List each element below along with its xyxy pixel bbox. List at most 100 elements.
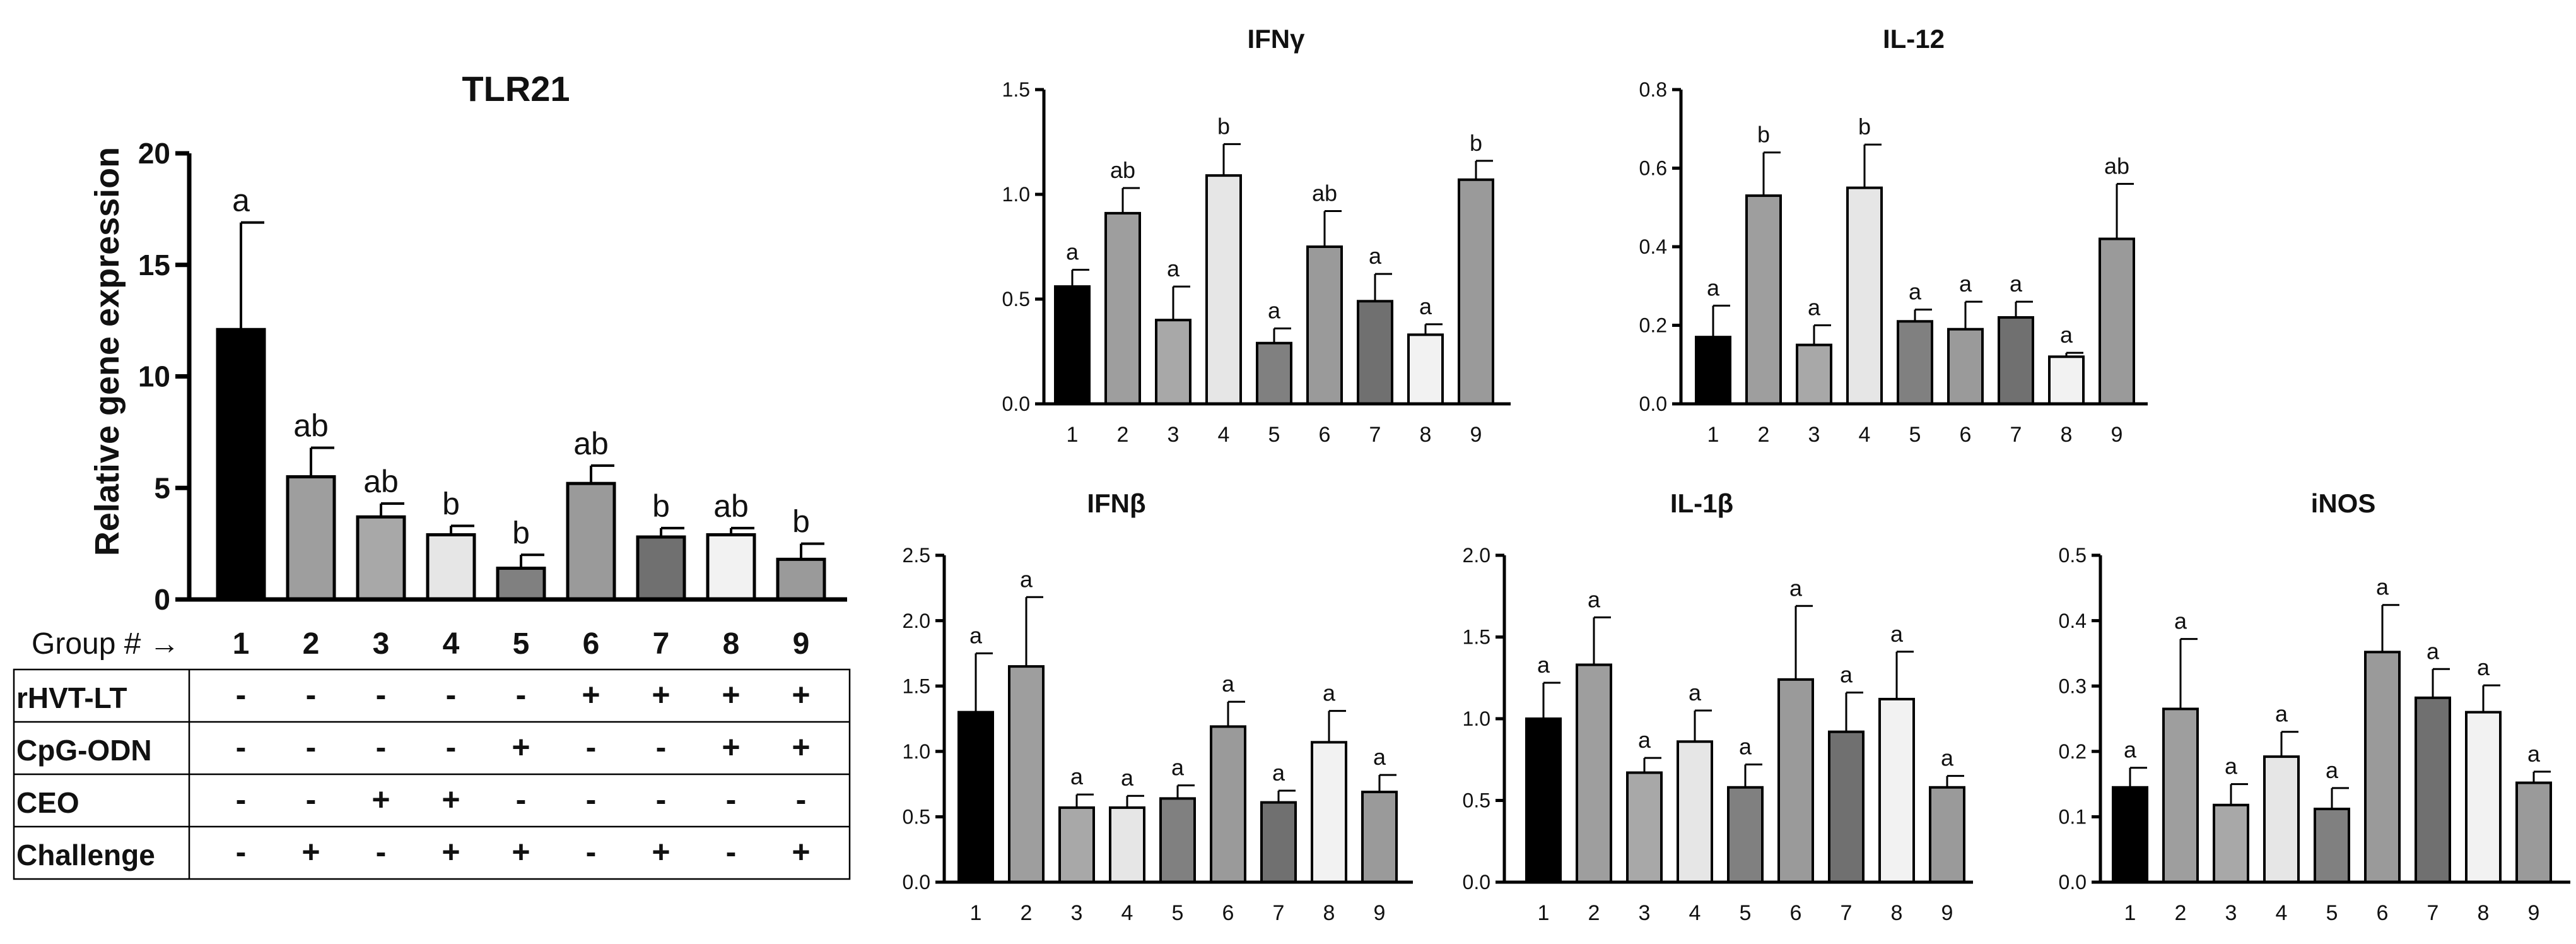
il12-bar-8 bbox=[2048, 355, 2085, 405]
ifng-bar-2 bbox=[1104, 211, 1141, 405]
il12-ytick-label: 0.2 bbox=[1639, 314, 1667, 337]
table-cell: + bbox=[442, 834, 460, 870]
ifng-bar-9 bbox=[1458, 178, 1494, 405]
table-cell: + bbox=[512, 729, 530, 765]
inos-significance-label: a bbox=[2326, 757, 2339, 783]
ifng-bar-8 bbox=[1407, 333, 1444, 405]
il12-ytick-label: 0.0 bbox=[1639, 392, 1667, 415]
tlr21-category-label: 5 bbox=[513, 627, 530, 661]
table-cells: - - - - - + + + + - - - - + - - + + - - + + - - - - - - + - + + - + - + bbox=[236, 677, 811, 870]
inos-significance-label: a bbox=[2275, 701, 2288, 727]
group-row: Group # → bbox=[32, 627, 180, 661]
il12-category-label: 3 bbox=[1808, 423, 1820, 447]
il12-bar-6 bbox=[1947, 327, 1984, 405]
table-cell: - bbox=[376, 834, 387, 870]
table-cell: - bbox=[306, 729, 317, 765]
ifnb-significance-label: a bbox=[1272, 760, 1285, 786]
tlr21-significance-label: ab bbox=[293, 408, 329, 444]
table-cell: + bbox=[582, 677, 600, 712]
table-cell: + bbox=[652, 677, 670, 712]
tlr21-bar-4 bbox=[426, 533, 476, 601]
inos-significance-label: a bbox=[2376, 574, 2389, 600]
inos-bar-2 bbox=[2162, 707, 2199, 883]
table-cell: - bbox=[796, 782, 807, 817]
ifng-ytick-label: 0.0 bbox=[1002, 392, 1030, 415]
ifnb-bar-3 bbox=[1058, 806, 1095, 883]
il12-significance-label: b bbox=[1858, 114, 1871, 139]
tlr21-bar-1 bbox=[216, 327, 266, 601]
il1b-significance-label: a bbox=[1890, 621, 1904, 647]
ifng-significance-label: a bbox=[1369, 243, 1382, 269]
ifng-significance-label: b bbox=[1470, 130, 1482, 156]
inos-category-label: 3 bbox=[2225, 901, 2237, 925]
panel-il12-yticks: 0.0 0.2 0.4 0.6 0.8 bbox=[1639, 78, 1681, 415]
table-cell: + bbox=[372, 782, 390, 817]
tlr21-bar-3 bbox=[356, 515, 406, 601]
il12-significance-label: a bbox=[2010, 271, 2023, 297]
table-cell: - bbox=[726, 782, 737, 817]
panel-inos-yticks: 0.0 0.1 0.2 0.3 0.4 0.5 bbox=[2059, 544, 2100, 894]
table-cell: - bbox=[236, 677, 247, 712]
ifnb-significance-label: a bbox=[1020, 566, 1033, 592]
ifnb-significance-label: a bbox=[1070, 764, 1084, 789]
il1b-category-label: 6 bbox=[1790, 901, 1802, 925]
inos-ytick-label: 0.5 bbox=[2059, 544, 2087, 567]
ifng-category-label: 2 bbox=[1117, 423, 1129, 447]
il1b-ytick-label: 2.0 bbox=[1463, 544, 1490, 567]
inos-significance-label: a bbox=[2124, 737, 2137, 763]
ifng-ytick-label: 1.0 bbox=[1002, 183, 1030, 206]
ifng-significance-label: b bbox=[1217, 113, 1230, 139]
ifnb-category-label: 7 bbox=[1273, 901, 1285, 925]
ifnb-ytick-label: 2.5 bbox=[903, 544, 930, 567]
il12-ytick-label: 0.4 bbox=[1639, 235, 1667, 258]
ifnb-bar-7 bbox=[1260, 801, 1297, 884]
panel-tlr21-ylabel: Relative gene expression bbox=[88, 147, 126, 556]
ifng-significance-label: a bbox=[1419, 293, 1432, 319]
ifnb-category-label: 3 bbox=[1071, 901, 1083, 925]
il1b-bar-4 bbox=[1677, 740, 1713, 884]
table-cell: + bbox=[512, 834, 530, 870]
il1b-ytick-label: 0.5 bbox=[1463, 789, 1490, 812]
il1b-bar-8 bbox=[1878, 697, 1915, 884]
ifng-category-label: 1 bbox=[1067, 423, 1079, 447]
il12-significance-label: a bbox=[1808, 295, 1821, 321]
il1b-bar-7 bbox=[1828, 730, 1865, 883]
il12-category-label: 9 bbox=[2111, 423, 2123, 447]
tlr21-bar-6 bbox=[566, 481, 616, 601]
panel-ifnb-bars: a 1 a 2 a 3 a 4 a 5 a 6 a 7 a 8 a 9 bbox=[957, 566, 1398, 925]
tlr21-category-label: 1 bbox=[233, 627, 250, 661]
inos-category-label: 4 bbox=[2276, 901, 2288, 925]
inos-significance-label: a bbox=[2527, 741, 2541, 767]
ifnb-significance-label: a bbox=[1373, 744, 1386, 770]
inos-ytick-label: 0.4 bbox=[2059, 610, 2087, 632]
inos-bar-4 bbox=[2263, 755, 2300, 884]
tlr21-category-label: 9 bbox=[793, 627, 810, 661]
ifnb-significance-label: a bbox=[969, 622, 983, 648]
panel-tlr21-title: TLR21 bbox=[462, 69, 570, 109]
table-cell: - bbox=[236, 729, 247, 765]
ifnb-category-label: 9 bbox=[1374, 901, 1386, 925]
tlr21-significance-label: ab bbox=[363, 464, 399, 499]
ifng-bar-1 bbox=[1054, 285, 1091, 405]
ifnb-ytick-label: 1.5 bbox=[903, 675, 930, 697]
il12-bar-1 bbox=[1695, 336, 1731, 405]
ifnb-bar-2 bbox=[1008, 665, 1045, 883]
il1b-bar-5 bbox=[1727, 786, 1764, 884]
il12-bar-9 bbox=[2099, 237, 2135, 405]
il12-bar-4 bbox=[1846, 186, 1883, 405]
panel-ifnb-title: IFNβ bbox=[1087, 488, 1145, 518]
panel-il12-bars: a 1 b 2 a 3 b 4 a 5 a 6 a 7 a 8 ab 9 bbox=[1695, 114, 2135, 447]
inos-category-label: 9 bbox=[2528, 901, 2540, 925]
inos-significance-label: a bbox=[2477, 654, 2490, 680]
table-cell: + bbox=[792, 677, 810, 712]
tlr21-category-label: 2 bbox=[303, 627, 320, 661]
il1b-category-label: 3 bbox=[1639, 901, 1651, 925]
ifng-significance-label: a bbox=[1066, 239, 1079, 265]
ifnb-category-label: 8 bbox=[1323, 901, 1335, 925]
table-cell: + bbox=[792, 834, 810, 870]
table-row-label-rhvt-lt: rHVT-LT bbox=[16, 681, 127, 714]
il1b-ytick-label: 0.0 bbox=[1463, 871, 1490, 894]
table-cell: - bbox=[376, 729, 387, 765]
inos-bar-3 bbox=[2213, 803, 2249, 883]
